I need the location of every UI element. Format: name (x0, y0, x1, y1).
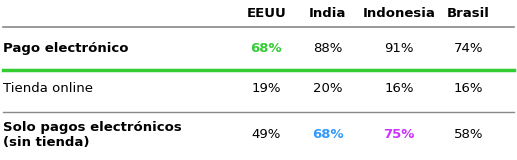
Text: India: India (309, 7, 346, 20)
Text: Solo pagos electrónicos
(sin tienda): Solo pagos electrónicos (sin tienda) (3, 121, 181, 149)
Text: Pago electrónico: Pago electrónico (3, 42, 128, 55)
Text: 68%: 68% (250, 42, 282, 55)
Text: 49%: 49% (251, 128, 281, 141)
Text: 20%: 20% (313, 82, 342, 95)
Text: 74%: 74% (453, 42, 483, 55)
Text: 16%: 16% (385, 82, 414, 95)
Text: 19%: 19% (251, 82, 281, 95)
Text: Tienda online: Tienda online (3, 82, 93, 95)
Text: 88%: 88% (313, 42, 342, 55)
Text: 75%: 75% (384, 128, 415, 141)
Text: 91%: 91% (385, 42, 414, 55)
Text: Indonesia: Indonesia (363, 7, 436, 20)
Text: 68%: 68% (312, 128, 343, 141)
Text: Brasil: Brasil (447, 7, 490, 20)
Text: EEUU: EEUU (246, 7, 286, 20)
Text: 58%: 58% (453, 128, 483, 141)
Text: 16%: 16% (453, 82, 483, 95)
